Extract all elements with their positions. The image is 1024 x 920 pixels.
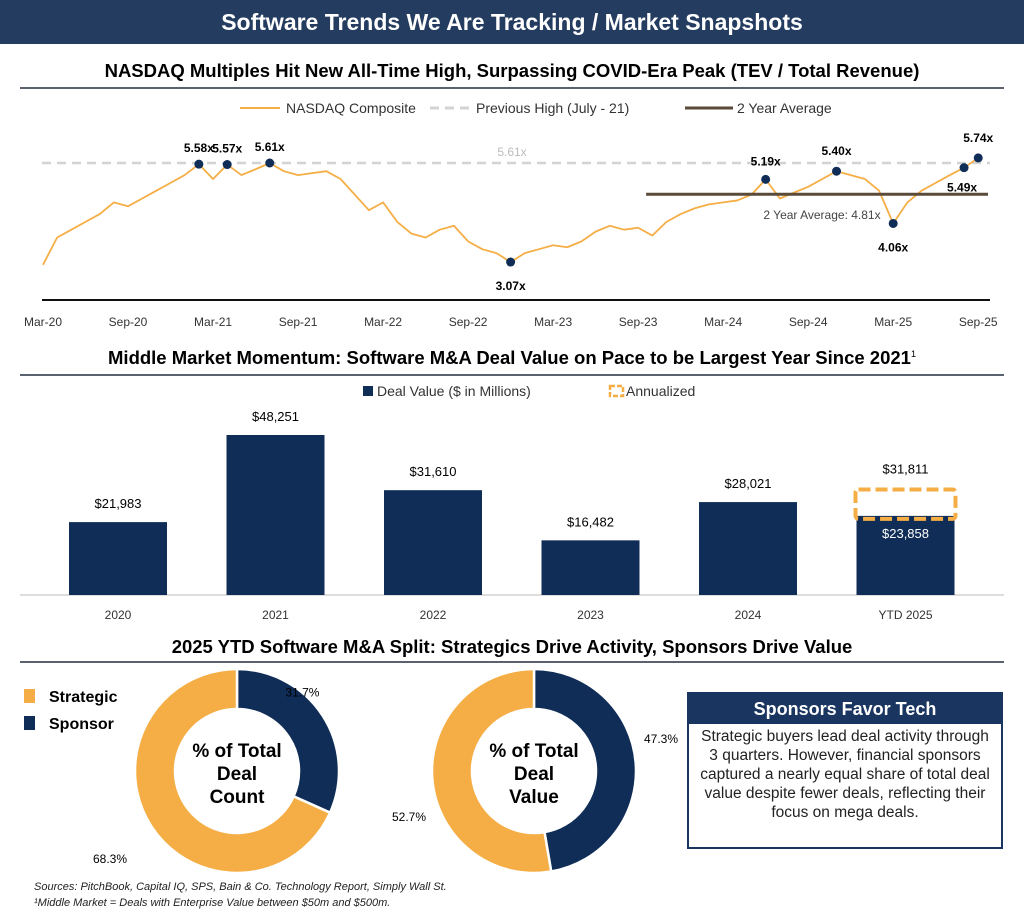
divider xyxy=(20,661,1004,663)
x-tick-label: Mar-23 xyxy=(534,315,572,329)
callout-box: Sponsors Favor Tech Strategic buyers lea… xyxy=(687,692,1003,849)
donut-center-label: Deal xyxy=(217,764,257,785)
footnote-marker: 1 xyxy=(910,348,916,359)
x-tick-label: 2024 xyxy=(735,608,762,622)
data-point-label: 5.19x xyxy=(751,154,781,168)
donut-slice-sponsor xyxy=(235,667,341,815)
annualized-value-label: $31,811 xyxy=(882,462,928,477)
slice-value-label: 47.3% xyxy=(644,732,678,746)
bar-value-label: $21,983 xyxy=(95,496,142,511)
data-point-marker xyxy=(973,153,983,163)
data-point-marker xyxy=(222,160,232,170)
slice-value-label: 52.7% xyxy=(392,810,426,824)
x-tick-label: Sep-20 xyxy=(109,315,148,329)
deal-value-bar-chart: Deal Value ($ in Millions) Annualized $21,… xyxy=(20,383,1004,622)
bar-2024 xyxy=(699,502,797,595)
x-tick-label: Mar-20 xyxy=(24,315,62,329)
legend-swatch-deal-value xyxy=(363,386,373,396)
data-point-label: 5.40x xyxy=(822,144,852,158)
data-point-marker xyxy=(506,257,516,267)
donut-section-title: 2025 YTD Software M&A Split: Strategics … xyxy=(171,636,853,657)
callout-title: Sponsors Favor Tech xyxy=(689,694,1001,724)
callout-body: Strategic buyers lead deal activity thro… xyxy=(700,728,990,821)
bar-2023 xyxy=(541,540,640,595)
data-point-marker xyxy=(832,166,842,176)
x-tick-label: 2020 xyxy=(105,608,132,622)
donut-slice-strategic xyxy=(430,667,553,875)
bar-chart-title-text: Middle Market Momentum: Software M&A Dea… xyxy=(108,347,911,368)
data-point-marker xyxy=(888,218,898,228)
x-tick-label: Sep-23 xyxy=(619,315,658,329)
divider xyxy=(20,374,1004,376)
legend-label: Strategic xyxy=(49,689,118,706)
x-tick-label: Sep-24 xyxy=(789,315,828,329)
data-point-marker xyxy=(265,158,275,168)
bar-value-label: $48,251 xyxy=(252,409,299,424)
previous-high-label: 5.61x xyxy=(497,145,526,159)
donut-slice-strategic xyxy=(133,667,332,875)
x-tick-label: Mar-24 xyxy=(704,315,742,329)
x-tick-label: 2021 xyxy=(262,608,289,622)
x-tick-label: 2022 xyxy=(420,608,447,622)
x-tick-label: Mar-22 xyxy=(364,315,402,329)
data-point-label: 5.58x xyxy=(184,141,214,155)
x-tick-label: Mar-21 xyxy=(194,315,232,329)
bar-ytd-2025 xyxy=(856,515,955,595)
x-tick-label: YTD 2025 xyxy=(878,608,932,622)
donut-center-label: % of Total xyxy=(192,741,281,762)
data-point-marker xyxy=(761,174,771,184)
legend-label: 2 Year Average xyxy=(737,100,832,116)
page-title-bar: Software Trends We Are Tracking / Market… xyxy=(0,0,1024,44)
data-point-label: 3.07x xyxy=(496,279,526,293)
legend-label: NASDAQ Composite xyxy=(286,100,416,116)
legend-label: Annualized xyxy=(626,383,695,399)
x-tick-label: Sep-25 xyxy=(959,315,998,329)
data-point-marker xyxy=(959,163,969,173)
x-tick-label: Mar-25 xyxy=(874,315,912,329)
slice-value-label: 31.7% xyxy=(285,686,319,700)
bar-value-label: $23,858 xyxy=(882,526,929,541)
bar-chart-title: Middle Market Momentum: Software M&A Dea… xyxy=(0,347,1024,369)
sources-note: Sources: PitchBook, Capital IQ, SPS, Bai… xyxy=(34,881,447,893)
data-point-marker xyxy=(194,159,204,169)
bar-value-label: $16,482 xyxy=(567,514,614,529)
legend-swatch-strategic xyxy=(24,689,35,703)
annualized-bar-outline xyxy=(853,487,958,521)
data-point-label: 4.06x xyxy=(878,240,908,254)
data-point-label: 5.49x xyxy=(947,181,977,195)
legend-swatch-annualized xyxy=(608,384,625,398)
page-title: Software Trends We Are Tracking / Market… xyxy=(221,9,803,35)
bar-value-label: $31,610 xyxy=(410,464,457,479)
nasdaq-line-chart: NASDAQ Composite Previous High (July - 21… xyxy=(24,100,998,329)
donut-slice-sponsor xyxy=(532,667,638,873)
bar-2020 xyxy=(69,522,167,595)
data-point-label: 5.74x xyxy=(963,131,993,145)
bar-value-label: $28,021 xyxy=(725,476,772,491)
x-tick-label: Sep-22 xyxy=(449,315,488,329)
donut-center-label: % of Total xyxy=(489,741,578,762)
x-tick-label: Sep-21 xyxy=(279,315,318,329)
legend-label: Deal Value ($ in Millions) xyxy=(377,383,531,399)
footnote: ¹Middle Market = Deals with Enterprise V… xyxy=(34,897,391,909)
bar-2021 xyxy=(226,435,325,595)
legend-swatch-sponsor xyxy=(24,716,35,730)
legend-label: Sponsor xyxy=(49,716,114,733)
line-chart-title: NASDAQ Multiples Hit New All-Time High, … xyxy=(104,60,920,81)
donut-center-label: Count xyxy=(210,787,266,808)
data-point-label: 5.61x xyxy=(255,140,285,154)
donut-center-label: Value xyxy=(509,787,559,808)
legend-label: Previous High (July - 21) xyxy=(476,100,629,116)
divider xyxy=(20,87,1004,89)
slice-value-label: 68.3% xyxy=(93,852,127,866)
data-point-label: 5.57x xyxy=(212,142,242,156)
donut-center-label: Deal xyxy=(514,764,554,785)
bar-2022 xyxy=(384,490,482,595)
two-year-average-label: 2 Year Average: 4.81x xyxy=(763,208,880,222)
x-tick-label: 2023 xyxy=(577,608,604,622)
